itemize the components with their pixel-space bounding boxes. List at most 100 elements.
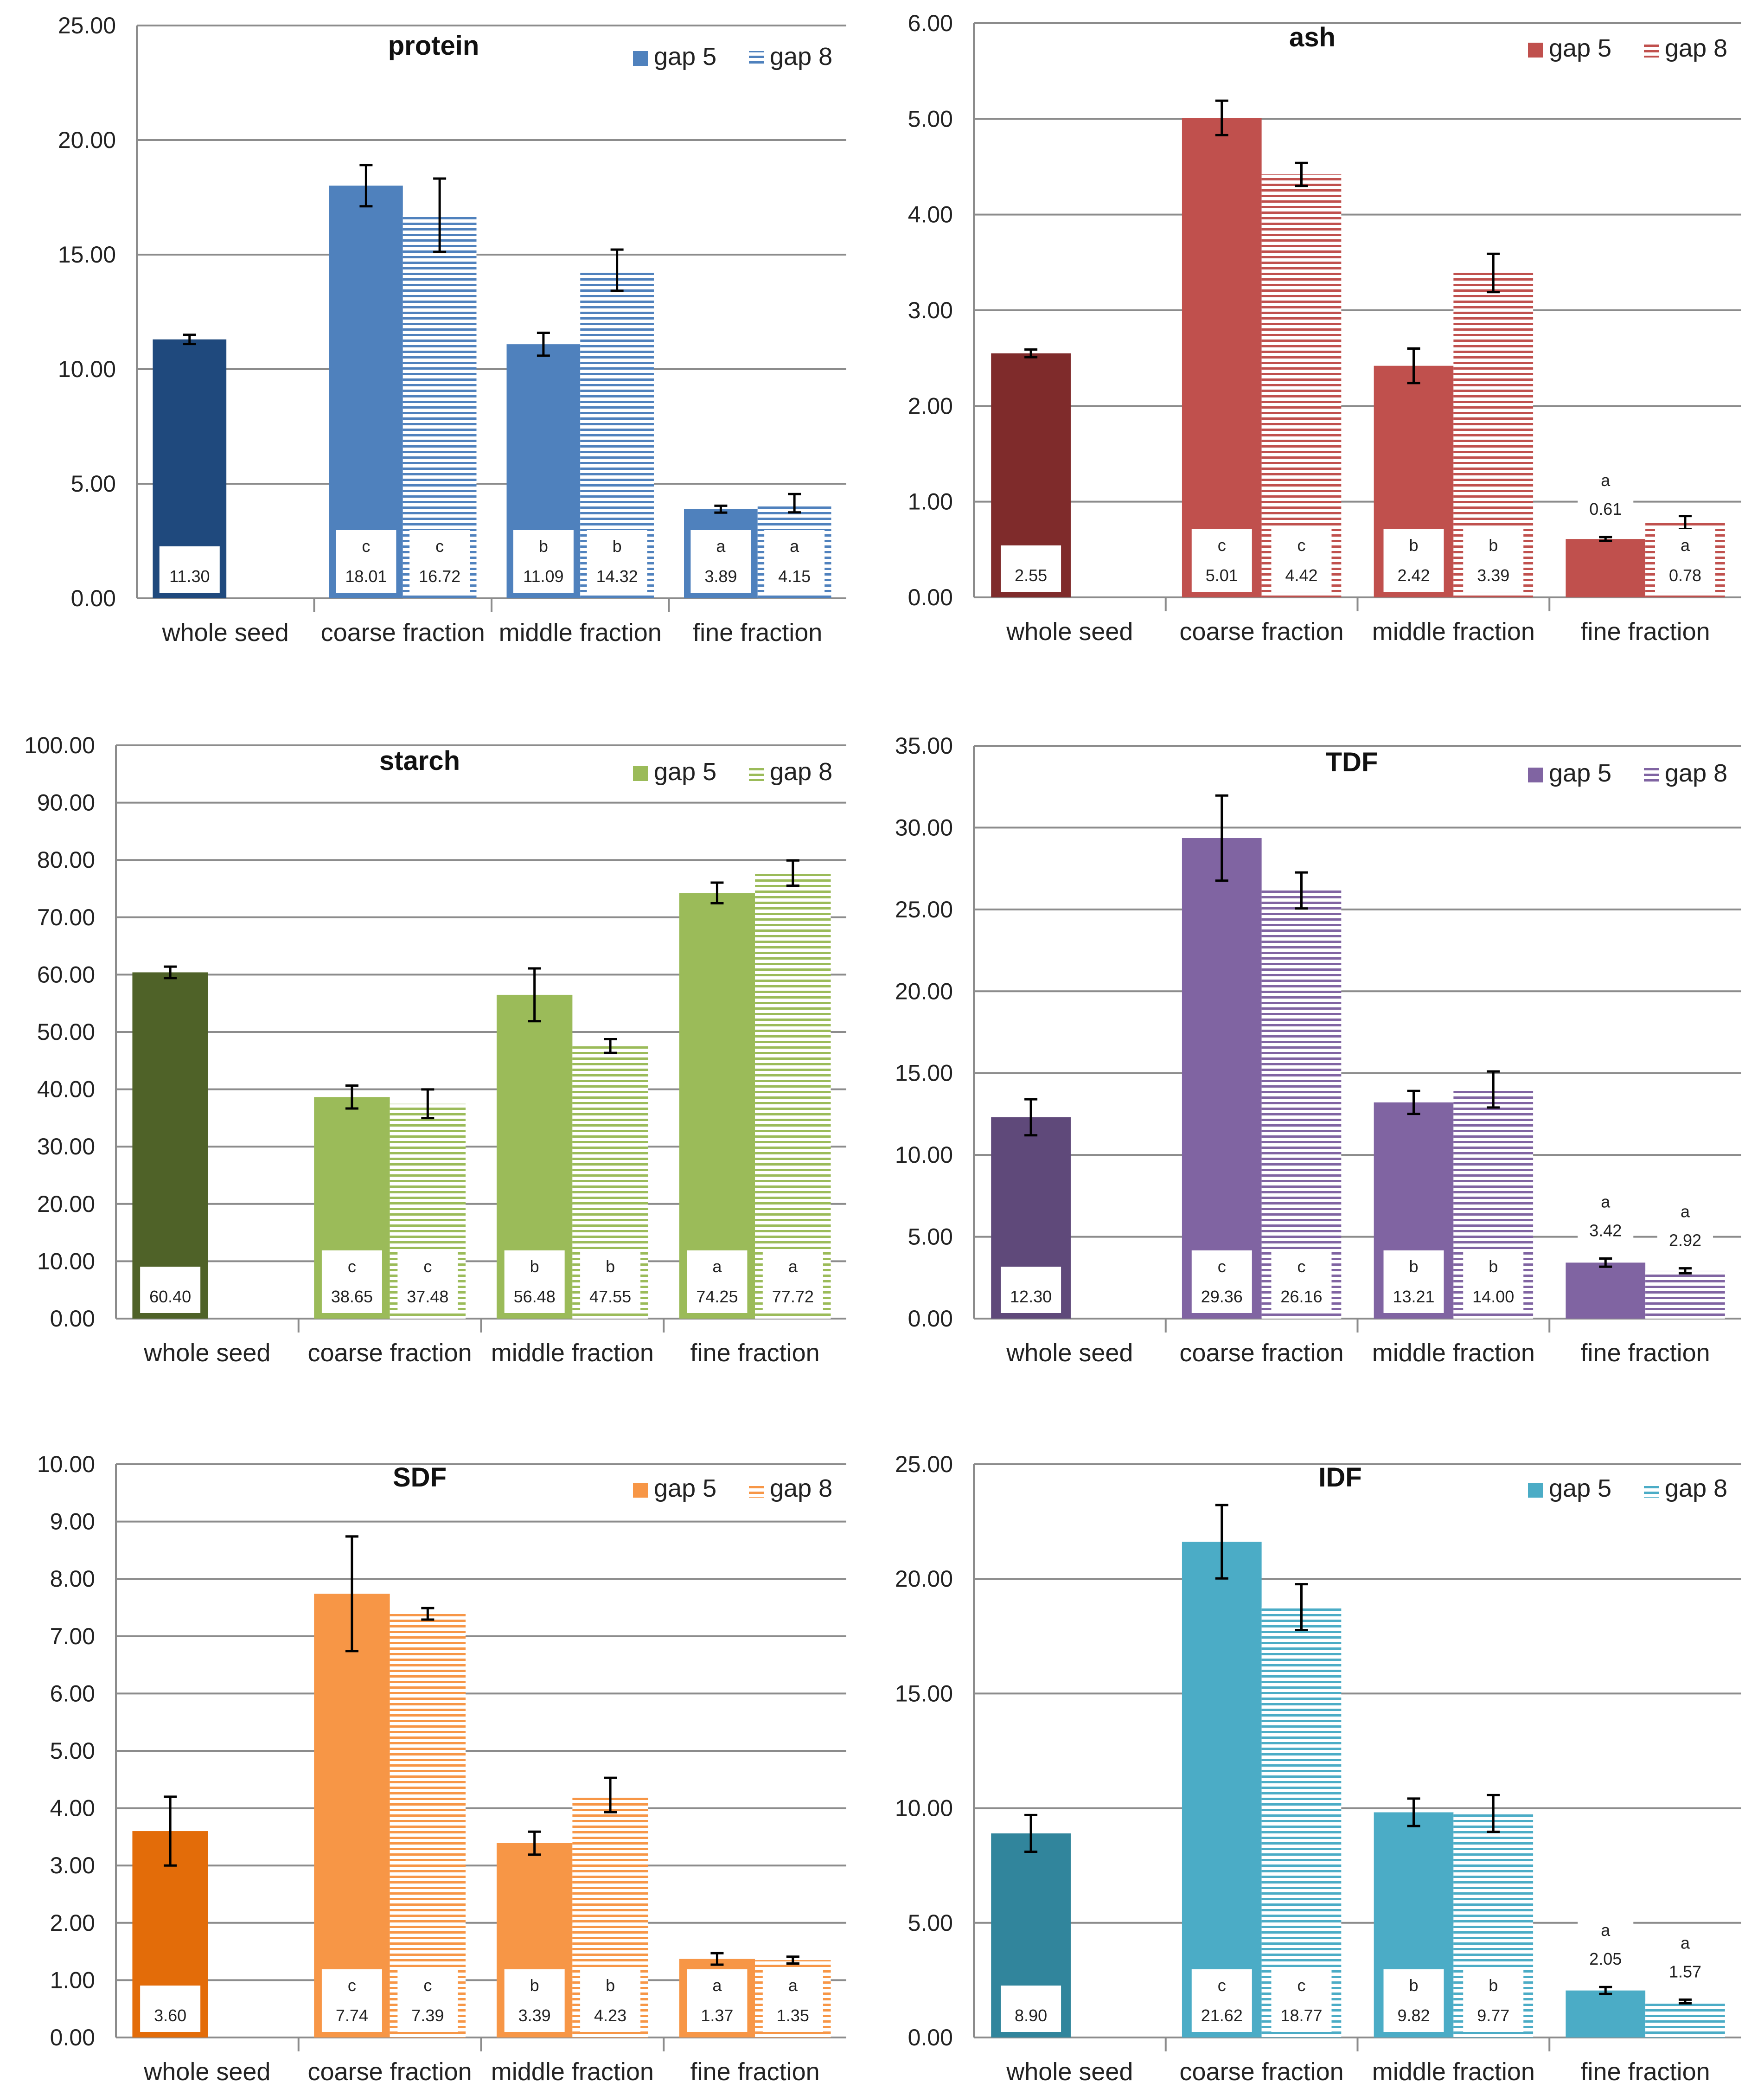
significance-letter: c — [1218, 536, 1226, 555]
significance-letter: b — [606, 1976, 615, 1995]
chart-title: starch — [379, 746, 460, 776]
chart-title: ash — [1289, 22, 1336, 52]
legend-label: gap 5 — [654, 43, 716, 70]
bar-gap8-1 — [1261, 1607, 1342, 2037]
y-tick-label: 8.00 — [50, 1566, 95, 1592]
x-tick-label: fine fraction — [693, 619, 822, 647]
chart-panel-starch: 0.00 10.00 20.00 30.00 40.00 50.00 60.00 70.00 8… — [24, 732, 846, 1367]
data-label: 2.05 — [1589, 1949, 1622, 1968]
data-label: 3.89 — [704, 567, 737, 586]
data-label: 14.32 — [596, 567, 638, 586]
data-label: 3.60 — [154, 2006, 186, 2025]
y-tick-label: 10.00 — [895, 1142, 953, 1168]
y-tick-label: 0.00 — [908, 1306, 953, 1332]
legend-swatch — [1528, 768, 1543, 782]
bar-gap5-1 — [329, 186, 403, 598]
y-tick-label: 15.00 — [895, 1060, 953, 1086]
y-tick-label: 3.00 — [50, 1852, 95, 1878]
data-label: 12.30 — [1010, 1287, 1052, 1306]
x-tick-label: whole seed — [143, 2058, 270, 2086]
significance-letter: b — [1489, 1257, 1498, 1276]
y-tick-label: 5.00 — [50, 1738, 95, 1764]
x-tick-label: fine fraction — [1581, 1339, 1710, 1367]
legend-label: gap 5 — [1549, 34, 1611, 62]
significance-letter: a — [1681, 536, 1690, 555]
data-label: 13.21 — [1393, 1287, 1434, 1306]
x-tick-label: middle fraction — [1372, 2058, 1535, 2086]
bar-gap8-1 — [1261, 890, 1342, 1319]
y-tick-label: 10.00 — [37, 1451, 95, 1477]
y-tick-label: 80.00 — [37, 847, 95, 873]
value-label-box — [1657, 1932, 1713, 1986]
chart-title: TDF — [1326, 747, 1378, 777]
data-label: 26.16 — [1280, 1287, 1322, 1306]
value-label-box — [1271, 1969, 1332, 2032]
significance-letter: b — [539, 537, 548, 556]
y-tick-label: 0.00 — [50, 1306, 95, 1332]
value-label-box — [397, 1969, 458, 2032]
significance-letter: c — [423, 1976, 432, 1995]
bar-gap5-1 — [1182, 838, 1262, 1319]
value-label-box — [321, 1969, 382, 2032]
x-tick-label: coarse fraction — [1180, 2058, 1344, 2086]
y-tick-label: 15.00 — [895, 1680, 953, 1706]
value-label-box — [409, 530, 470, 593]
value-label-box — [1191, 1969, 1252, 2032]
significance-letter: b — [1489, 536, 1498, 555]
value-label-box — [1191, 529, 1252, 592]
x-tick-label: fine fraction — [1581, 618, 1710, 646]
y-tick-label: 0.00 — [908, 584, 953, 610]
significance-letter: a — [1601, 471, 1611, 490]
bar-gap8-3 — [1645, 1270, 1725, 1319]
value-label-box — [140, 1986, 201, 2032]
legend-label: gap 8 — [770, 43, 832, 70]
legend-label: gap 8 — [770, 1474, 832, 1502]
y-tick-label: 2.00 — [908, 393, 953, 419]
x-tick-label: middle fraction — [491, 2058, 654, 2086]
significance-letter: a — [1601, 1192, 1611, 1211]
legend-swatch — [749, 766, 764, 781]
y-tick-label: 30.00 — [37, 1134, 95, 1160]
legend-label: gap 8 — [1665, 759, 1727, 787]
y-tick-label: 40.00 — [37, 1076, 95, 1102]
value-label-box — [1271, 529, 1332, 592]
value-label-box — [1383, 529, 1444, 592]
data-label: 60.40 — [149, 1287, 191, 1306]
y-tick-label: 10.00 — [58, 356, 116, 382]
value-label-box — [321, 1250, 382, 1313]
significance-letter: c — [1297, 1976, 1305, 1995]
legend-label: gap 8 — [770, 758, 832, 786]
value-label-box — [504, 1250, 565, 1313]
y-tick-label: 4.00 — [50, 1795, 95, 1821]
significance-letter: b — [1409, 536, 1419, 555]
data-label: 18.01 — [345, 567, 387, 586]
legend-swatch — [1644, 1483, 1659, 1498]
chart-panel-protein: 0.00 5.00 10.00 15.00 20.00 25.00 whole seed co… — [58, 13, 846, 647]
legend-swatch — [1528, 43, 1543, 58]
value-label-box — [1657, 1201, 1713, 1255]
x-tick-label: coarse fraction — [1180, 1339, 1344, 1367]
y-tick-label: 25.00 — [895, 897, 953, 923]
data-label: 11.09 — [523, 567, 563, 586]
y-tick-label: 5.00 — [908, 106, 953, 132]
y-tick-label: 20.00 — [895, 1566, 953, 1592]
significance-letter: b — [530, 1976, 539, 1995]
bar-gap5-3 — [679, 893, 755, 1319]
data-label: 7.74 — [336, 2006, 368, 2025]
y-tick-label: 25.00 — [58, 13, 116, 38]
y-tick-label: 0.00 — [71, 585, 116, 611]
chart-panel-ash: 0.00 1.00 2.00 3.00 4.00 5.00 6.00 whole seed co… — [908, 10, 1741, 646]
y-tick-label: 10.00 — [37, 1248, 95, 1274]
bar-gap5-1 — [314, 1594, 390, 2037]
value-label-box — [687, 1250, 748, 1313]
significance-letter: a — [712, 1257, 722, 1276]
x-tick-label: whole seed — [1006, 2058, 1133, 2086]
data-label: 0.61 — [1589, 500, 1622, 519]
bar-gap5-3 — [1566, 1262, 1646, 1319]
legend-swatch — [1644, 768, 1659, 782]
y-tick-label: 25.00 — [895, 1451, 953, 1477]
x-tick-label: fine fraction — [690, 1339, 820, 1367]
y-tick-label: 60.00 — [37, 961, 95, 987]
data-label: 1.35 — [777, 2006, 809, 2025]
